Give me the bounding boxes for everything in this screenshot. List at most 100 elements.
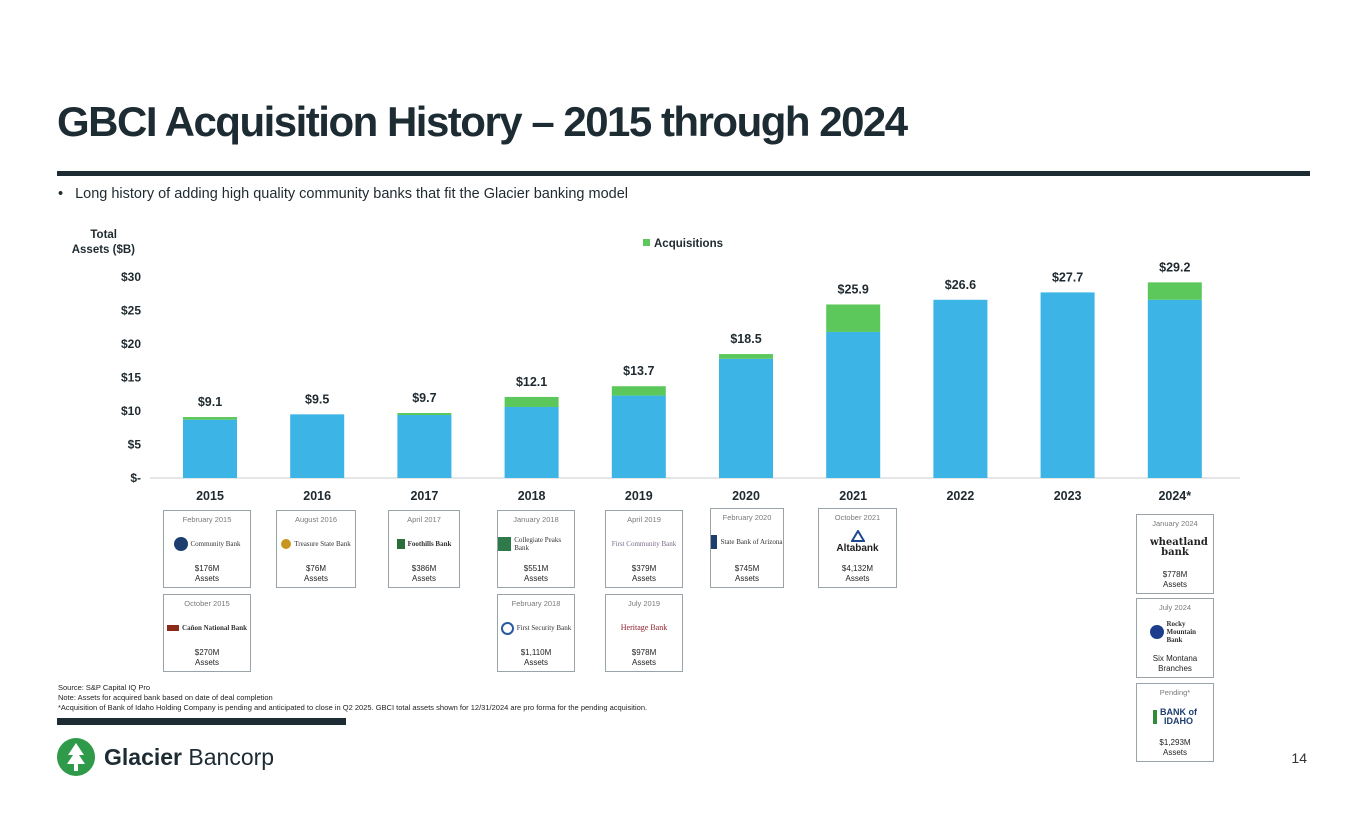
card-date: January 2018 (513, 515, 559, 524)
bar-acquisition-2015 (183, 417, 237, 420)
total-label-2023: $27.7 (1052, 270, 1083, 284)
sun-icon (281, 539, 292, 549)
card-assets-label: Assets (194, 658, 219, 667)
wheatland-wordmark: wheatland bank (1150, 537, 1208, 558)
canon-national-bank-logo: Cañon National Bank (164, 615, 250, 641)
bar-base-2022 (933, 299, 988, 478)
acquisition-card-rocky-mountain-bank: July 2024 Rocky Mountain Bank Six Montan… (1136, 598, 1214, 678)
page-number: 14 (1291, 750, 1307, 766)
acquisition-card-altabank: October 2021 Altabank $4,132M Assets (818, 508, 897, 588)
card-date: Pending* (1159, 688, 1191, 697)
card-assets-label: Assets (631, 574, 656, 583)
foothills-bank-logo: Foothills Bank (389, 531, 459, 557)
x-tick-label: 2019 (625, 489, 653, 503)
bar-acquisition-2024* (1147, 282, 1202, 300)
card-date: July 2024 (1158, 603, 1192, 612)
card-date: August 2016 (294, 515, 338, 524)
card-assets-value: $176M (194, 564, 220, 573)
bar-base-2024* (1147, 299, 1202, 478)
card-assets-label: Assets (523, 574, 548, 583)
acquisition-card-treasure-state-bank: August 2016 Treasure State Bank $76M Asse… (276, 510, 356, 588)
card-assets-value: $551M (523, 564, 549, 573)
bar-acquisition-2020 (719, 354, 773, 359)
state-bank-of-arizona-logo: State Bank of Arizona (711, 529, 783, 555)
y-tick-label: $10 (121, 404, 141, 418)
card-date: April 2017 (407, 515, 441, 524)
r-emblem-icon (1149, 625, 1164, 639)
acquisition-card-community-bank: February 2015 Community Bank $176M Assets (163, 510, 251, 588)
bar-acquisition-2021 (826, 304, 881, 332)
rocky-mountain-bank-logo: Rocky Mountain Bank (1137, 619, 1213, 645)
card-assets-value: $379M (631, 564, 657, 573)
brand-wordmark: Glacier Bancorp (104, 743, 275, 770)
footnotes: Source: S&P Capital IQ Pro Note: Assets … (58, 683, 647, 713)
bullet-text: Long history of adding high quality comm… (75, 186, 629, 202)
bar-base-2017 (397, 415, 452, 478)
total-label-2018: $12.1 (516, 375, 547, 389)
card-assets-label: Assets (845, 574, 870, 583)
card-assets-value: $386M (411, 564, 437, 573)
card-assets-label: Assets (303, 574, 328, 583)
legend-acquisitions-swatch (643, 239, 650, 246)
bar-base-2021 (826, 331, 881, 478)
card-assets-value: $745M (734, 564, 760, 573)
total-label-2020: $18.5 (730, 332, 761, 346)
total-label-2022: $26.6 (945, 278, 976, 292)
x-tick-label: 2018 (518, 489, 546, 503)
card-assets-label: Assets (1162, 580, 1187, 589)
card-date: February 2015 (182, 515, 232, 524)
page-title: GBCI Acquisition History – 2015 through … (57, 98, 908, 145)
triangle-icon (850, 530, 865, 542)
total-label-2019: $13.7 (623, 364, 654, 378)
total-label-2017: $9.7 (412, 391, 436, 405)
card-assets-value: $778M (1162, 570, 1188, 579)
bar-acquisition-2018 (504, 396, 559, 407)
x-tick-label: 2016 (303, 489, 331, 503)
card-assets-label: Assets (411, 574, 436, 583)
bar-base-2018 (504, 406, 559, 478)
acquisition-card-collegiate-peaks-bank: January 2018 Collegiate Peaks Bank $551M… (497, 510, 575, 588)
card-date: January 2024 (1152, 519, 1198, 528)
card-assets-label: Branches (1158, 664, 1192, 673)
x-tick-label: 2024* (1158, 489, 1191, 503)
card-date: October 2021 (834, 513, 881, 522)
total-label-2021: $25.9 (838, 282, 869, 296)
y-tick-label: $20 (121, 337, 141, 351)
card-assets-value: $76M (305, 564, 326, 573)
total-label-2024*: $29.2 (1159, 260, 1190, 274)
card-assets-value: $978M (631, 648, 657, 657)
acquisition-card-first-community-bank: April 2019 First Community Bank $379M Ass… (605, 510, 683, 588)
wheatland-bank-logo: wheatland bank (1137, 535, 1213, 561)
card-assets-label: Assets (734, 574, 759, 583)
glacier-bancorp-logo: Glacier Bancorp (56, 737, 274, 777)
altabank-logo: Altabank (819, 529, 896, 555)
bar-base-2023 (1040, 292, 1095, 478)
first-community-bank-logo: First Community Bank (611, 540, 677, 548)
first-security-bank-logo: First Security Bank (498, 615, 574, 641)
heritage-bank-logo: Heritage Bank (620, 623, 668, 632)
bullet-point: • Long history of adding high quality com… (58, 186, 628, 202)
card-date: October 2015 (184, 599, 230, 608)
acquisition-card-canon-national-bank: October 2015 Cañon National Bank $270M As… (163, 594, 251, 672)
card-assets-value: $1,293M (1159, 738, 1191, 747)
bar-base-2015 (183, 419, 237, 478)
acquisition-card-foothills-bank: April 2017 Foothills Bank $386M Assets (388, 510, 460, 588)
source-note: Source: S&P Capital IQ Pro (58, 683, 150, 692)
card-assets-label: Assets (523, 658, 548, 667)
bar-acquisition-2019 (611, 386, 666, 396)
card-date: February 2018 (511, 599, 561, 608)
card-assets-label: Assets (1162, 748, 1187, 757)
altabank-wordmark: Altabank (836, 543, 879, 554)
state-emblem-icon (711, 535, 718, 549)
bar-base-2016 (290, 414, 345, 478)
acquisition-card-first-security-bank: February 2018 First Security Bank $1,110… (497, 594, 575, 672)
peaks-icon (498, 537, 512, 551)
treasure-state-bank-logo: Treasure State Bank (277, 531, 355, 557)
acquisition-card-wheatland-bank: January 2024 wheatland bank $778M Assets (1136, 514, 1214, 594)
bank-emblem-icon (167, 625, 180, 631)
pending-footnote: *Acquisition of Bank of Idaho Holding Co… (58, 703, 648, 712)
bar-base-2020 (719, 358, 773, 478)
arc-icon (500, 621, 514, 635)
x-tick-label: 2022 (946, 489, 974, 503)
